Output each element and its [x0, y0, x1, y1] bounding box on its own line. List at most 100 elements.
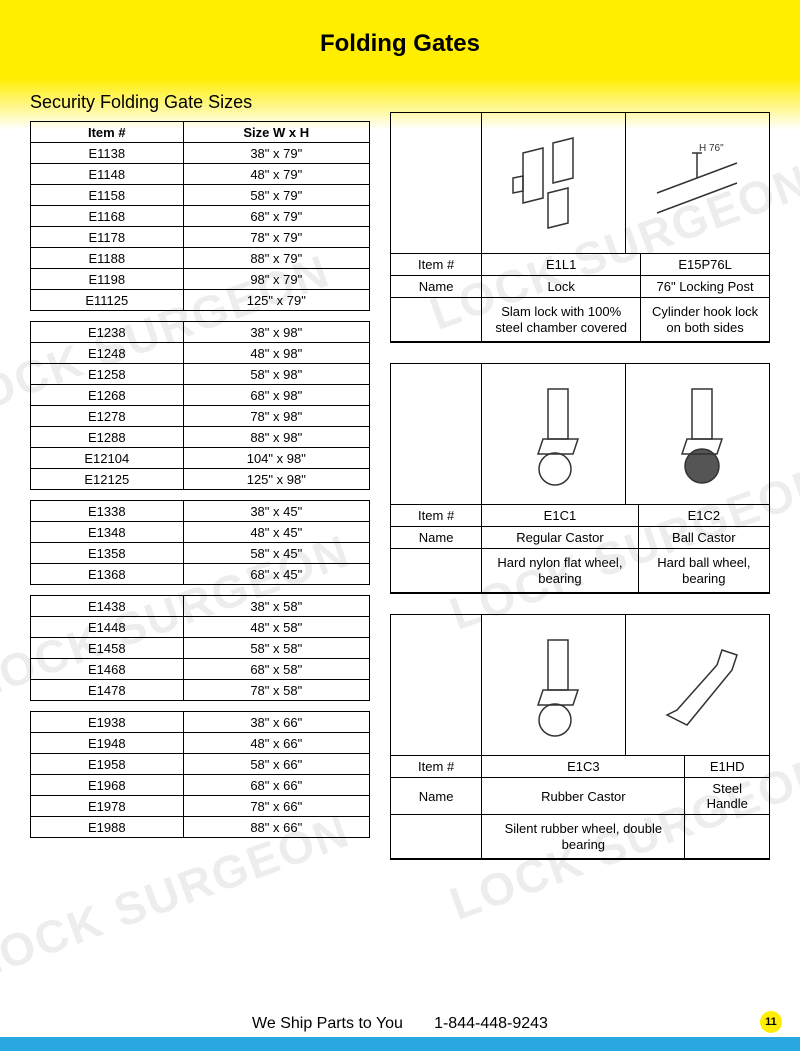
- cell-desc: Slam lock with 100% steel chamber covere…: [482, 298, 641, 342]
- cell-size: 48" x 98": [183, 343, 369, 364]
- cell-desc: Cylinder hook lock on both sides: [641, 298, 769, 342]
- cell-name: Lock: [482, 276, 641, 298]
- cell-size: 68" x 58": [183, 659, 369, 680]
- table-row: E197878" x 66": [31, 796, 370, 817]
- row-label-name: Name: [391, 276, 482, 298]
- cell-item: E1978: [31, 796, 184, 817]
- cell-size: 38" x 45": [183, 501, 369, 522]
- table-row: E196868" x 66": [31, 775, 370, 796]
- cell-item: E1258: [31, 364, 184, 385]
- size-table: E123838" x 98"E124848" x 98"E125858" x 9…: [30, 321, 370, 490]
- cell-item-number: E15P76L: [641, 254, 769, 276]
- cell-item: E1358: [31, 543, 184, 564]
- cell-item-number: E1C3: [482, 756, 685, 778]
- table-row: E12125125" x 98": [31, 469, 370, 490]
- product-block: Item #E1C3E1HDNameRubber CastorSteel Han…: [390, 614, 770, 860]
- cell-size: 58" x 66": [183, 754, 369, 775]
- product-image-spacer: [391, 364, 482, 504]
- cell-item: E1468: [31, 659, 184, 680]
- cell-item: E1448: [31, 617, 184, 638]
- table-row: E146868" x 58": [31, 659, 370, 680]
- left-column: Security Folding Gate Sizes Item #Size W…: [30, 92, 370, 878]
- cell-item: E1188: [31, 248, 184, 269]
- size-table: E143838" x 58"E144848" x 58"E145858" x 5…: [30, 595, 370, 701]
- product-image-spacer: [391, 615, 482, 755]
- product-spec-table: Item #E1C3E1HDNameRubber CastorSteel Han…: [391, 755, 769, 859]
- size-table: E133838" x 45"E134848" x 45"E135858" x 4…: [30, 500, 370, 585]
- table-row: E125858" x 98": [31, 364, 370, 385]
- cell-item: E1958: [31, 754, 184, 775]
- footer-text: We Ship Parts to You 1-844-448-9243: [0, 1015, 800, 1037]
- footer-phone: 1-844-448-9243: [434, 1015, 548, 1032]
- cell-item: E1288: [31, 427, 184, 448]
- cell-item: E1948: [31, 733, 184, 754]
- product-block: H 76"Item #E1L1E15P76LNameLock76" Lockin…: [390, 112, 770, 343]
- cell-size: 78" x 79": [183, 227, 369, 248]
- cell-item: E1168: [31, 206, 184, 227]
- col-header-size: Size W x H: [183, 122, 369, 143]
- cell-item: E1968: [31, 775, 184, 796]
- product-image-cell: [482, 615, 626, 755]
- table-row: E194848" x 66": [31, 733, 370, 754]
- cell-size: 58" x 79": [183, 185, 369, 206]
- table-row: E117878" x 79": [31, 227, 370, 248]
- table-row: E128888" x 98": [31, 427, 370, 448]
- row-label-desc: [391, 298, 482, 342]
- cell-item: E12125: [31, 469, 184, 490]
- content-area: Security Folding Gate Sizes Item #Size W…: [30, 92, 770, 878]
- table-row: E145858" x 58": [31, 638, 370, 659]
- product-image-cell: H 76": [626, 113, 769, 253]
- cell-size: 98" x 79": [183, 269, 369, 290]
- table-row: E118888" x 79": [31, 248, 370, 269]
- size-table: Item #Size W x HE113838" x 79"E114848" x…: [30, 121, 370, 311]
- table-row: E113838" x 79": [31, 143, 370, 164]
- product-image-cell: [482, 113, 626, 253]
- cell-name: Rubber Castor: [482, 778, 685, 815]
- product-image-cell: [626, 364, 769, 504]
- table-row: E136868" x 45": [31, 564, 370, 585]
- cell-size: 58" x 58": [183, 638, 369, 659]
- cell-item-number: E1L1: [482, 254, 641, 276]
- cell-item: E1368: [31, 564, 184, 585]
- table-row: E193838" x 66": [31, 712, 370, 733]
- cell-desc: Hard nylon flat wheel, bearing: [482, 549, 638, 593]
- table-row: E115858" x 79": [31, 185, 370, 206]
- cell-name: Regular Castor: [482, 527, 638, 549]
- product-spec-table: Item #E1C1E1C2NameRegular CastorBall Cas…: [391, 504, 769, 593]
- product-images-row: [391, 615, 769, 755]
- row-label-desc: [391, 549, 482, 593]
- cell-item-number: E1HD: [685, 756, 769, 778]
- cell-size: 38" x 66": [183, 712, 369, 733]
- cell-size: 125" x 98": [183, 469, 369, 490]
- product-diagram-icon: [493, 625, 613, 745]
- cell-item: E1438: [31, 596, 184, 617]
- cell-size: 68" x 45": [183, 564, 369, 585]
- table-row: E116868" x 79": [31, 206, 370, 227]
- product-image-cell: [626, 615, 769, 755]
- right-column: H 76"Item #E1L1E15P76LNameLock76" Lockin…: [390, 92, 770, 878]
- cell-item: E12104: [31, 448, 184, 469]
- cell-size: 88" x 66": [183, 817, 369, 838]
- cell-desc: Hard ball wheel, bearing: [638, 549, 769, 593]
- cell-size: 68" x 66": [183, 775, 369, 796]
- cell-item: E11125: [31, 290, 184, 311]
- table-row: E126868" x 98": [31, 385, 370, 406]
- row-label-item: Item #: [391, 254, 482, 276]
- product-diagram-icon: [637, 374, 757, 494]
- cell-size: 78" x 58": [183, 680, 369, 701]
- cell-item: E1478: [31, 680, 184, 701]
- table-row: E135858" x 45": [31, 543, 370, 564]
- cell-size: 125" x 79": [183, 290, 369, 311]
- cell-item: E1148: [31, 164, 184, 185]
- table-row: E123838" x 98": [31, 322, 370, 343]
- product-diagram-icon: [493, 374, 613, 494]
- page-number-badge: 11: [760, 1011, 782, 1033]
- row-label-desc: [391, 815, 482, 859]
- row-label-item: Item #: [391, 505, 482, 527]
- cell-item: E1278: [31, 406, 184, 427]
- table-row: E195858" x 66": [31, 754, 370, 775]
- cell-item: E1988: [31, 817, 184, 838]
- cell-item: E1938: [31, 712, 184, 733]
- cell-name: Steel Handle: [685, 778, 769, 815]
- table-row: E127878" x 98": [31, 406, 370, 427]
